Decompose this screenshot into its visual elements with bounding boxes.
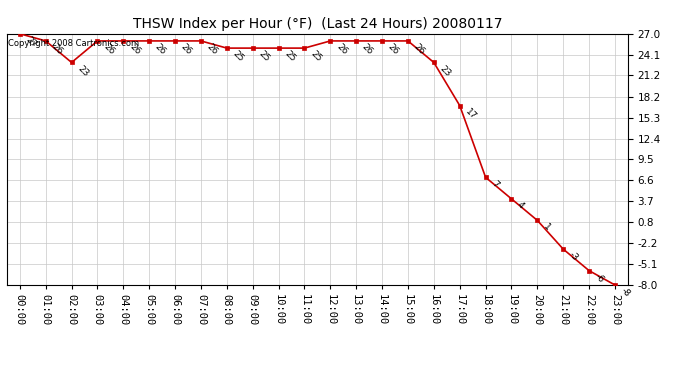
Text: 25: 25 bbox=[283, 50, 297, 64]
Text: 26: 26 bbox=[179, 42, 194, 57]
Text: 26: 26 bbox=[128, 42, 142, 57]
Text: -6: -6 bbox=[593, 272, 606, 285]
Text: 7: 7 bbox=[490, 179, 500, 189]
Text: 26: 26 bbox=[412, 42, 426, 57]
Text: 25: 25 bbox=[257, 50, 271, 64]
Text: 26: 26 bbox=[386, 42, 401, 57]
Text: 26: 26 bbox=[50, 42, 64, 57]
Text: 1: 1 bbox=[542, 222, 552, 232]
Text: 23: 23 bbox=[438, 64, 453, 78]
Text: 23: 23 bbox=[76, 64, 90, 78]
Text: 26: 26 bbox=[205, 42, 219, 57]
Text: 26: 26 bbox=[153, 42, 168, 57]
Text: 26: 26 bbox=[101, 42, 116, 57]
Text: 17: 17 bbox=[464, 107, 478, 122]
Text: Copyright 2008 Cartronics.com: Copyright 2008 Cartronics.com bbox=[8, 39, 139, 48]
Text: 25: 25 bbox=[231, 50, 246, 64]
Text: -8: -8 bbox=[619, 286, 632, 299]
Title: THSW Index per Hour (°F)  (Last 24 Hours) 20080117: THSW Index per Hour (°F) (Last 24 Hours)… bbox=[132, 17, 502, 31]
Text: -3: -3 bbox=[567, 251, 580, 263]
Text: 25: 25 bbox=[308, 50, 323, 64]
Text: 4: 4 bbox=[515, 200, 526, 211]
Text: 26: 26 bbox=[335, 42, 349, 57]
Text: 26: 26 bbox=[360, 42, 375, 57]
Text: 27: 27 bbox=[24, 35, 39, 50]
